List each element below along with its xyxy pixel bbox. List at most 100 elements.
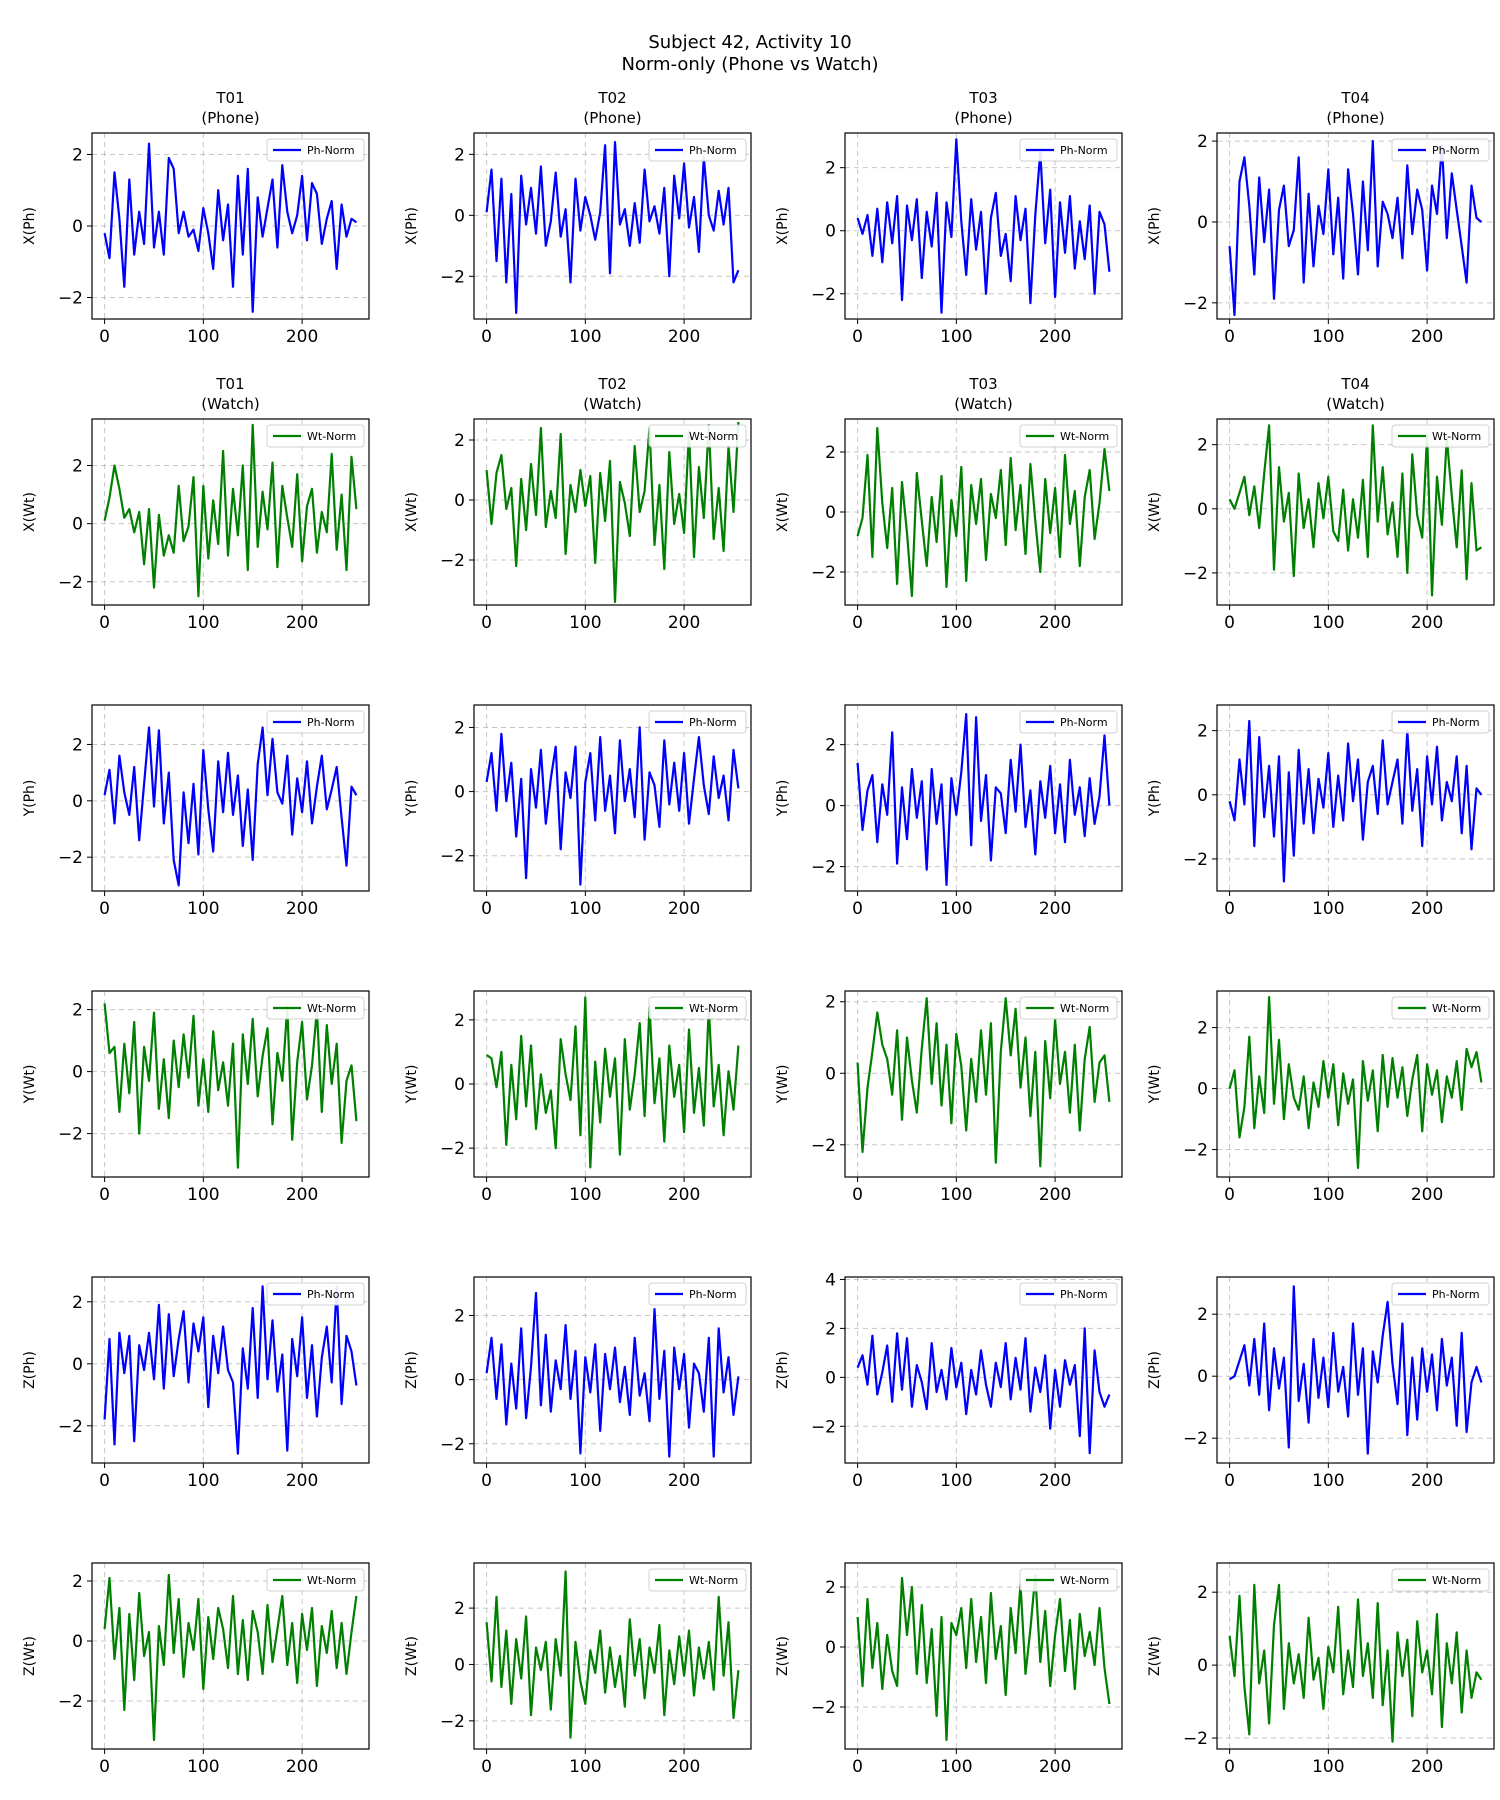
- y-axis-label: Z(Ph): [1147, 1351, 1163, 1389]
- x-tick-label: 200: [286, 1471, 318, 1491]
- series-line: [103, 1003, 358, 1169]
- subplot-title-device: (Phone): [201, 109, 259, 127]
- y-tick-label: 2: [72, 1001, 83, 1021]
- series-line: [1228, 719, 1483, 883]
- legend-box: [266, 424, 365, 448]
- legend-label: Ph-Norm: [1060, 716, 1108, 729]
- axes-frame: [91, 1562, 370, 1750]
- series-line: [1228, 424, 1483, 597]
- y-axis-label: Y(Wt): [1147, 1065, 1163, 1105]
- x-tick-label: 200: [1039, 1185, 1071, 1205]
- x-tick-label: 0: [99, 327, 110, 347]
- legend-label: Ph-Norm: [1432, 1288, 1480, 1301]
- x-tick-label: 200: [1411, 327, 1443, 347]
- series-line: [856, 1573, 1111, 1742]
- y-tick-label: −2: [58, 1692, 83, 1712]
- x-tick-label: 0: [99, 899, 110, 919]
- y-tick-label: −2: [440, 1712, 465, 1732]
- legend-label: Wt-Norm: [1060, 1574, 1109, 1587]
- y-tick-label: 2: [825, 1578, 836, 1598]
- x-tick-label: 100: [569, 1757, 601, 1777]
- x-tick-label: 0: [852, 1471, 863, 1491]
- figure-title-line-2: Norm-only (Phone vs Watch): [621, 54, 879, 75]
- axes-frame: [844, 1562, 1123, 1750]
- legend-box: [266, 138, 365, 162]
- subplot-r1-c0: 0 100 200 −2 0 2 X(Wt) T01 (Watch) Wt-Norm: [22, 375, 370, 633]
- series-line: [856, 138, 1111, 314]
- x-tick-label: 0: [481, 1185, 492, 1205]
- legend-label: Wt-Norm: [689, 1002, 738, 1015]
- legend-label: Ph-Norm: [689, 144, 737, 157]
- legend-label: Wt-Norm: [307, 1574, 356, 1587]
- y-tick-label: 2: [1197, 1305, 1208, 1325]
- x-tick-label: 100: [569, 327, 601, 347]
- x-tick-label: 100: [187, 327, 219, 347]
- x-tick-label: 100: [1312, 613, 1344, 633]
- x-tick-label: 100: [187, 1757, 219, 1777]
- x-tick-label: 100: [940, 327, 972, 347]
- x-tick-label: 200: [1411, 899, 1443, 919]
- series-line: [1228, 140, 1483, 317]
- y-axis-label: Z(Wt): [775, 1636, 791, 1676]
- subplot-r1-c2: 0 100 200 −2 0 2 X(Wt) T03 (Watch) Wt-Norm: [775, 375, 1123, 633]
- x-tick-label: 200: [1039, 1471, 1071, 1491]
- series-line: [485, 1570, 740, 1739]
- x-tick-label: 0: [852, 1185, 863, 1205]
- axes-frame: [91, 418, 370, 606]
- x-tick-label: 100: [187, 613, 219, 633]
- x-tick-label: 200: [668, 1757, 700, 1777]
- y-tick-label: 0: [1197, 213, 1208, 233]
- legend-box: [1391, 1568, 1490, 1592]
- y-tick-label: −2: [58, 848, 83, 868]
- x-tick-label: 200: [286, 1185, 318, 1205]
- x-tick-label: 100: [940, 1471, 972, 1491]
- axes-frame: [91, 1276, 370, 1464]
- legend-box: [1391, 138, 1490, 162]
- y-tick-label: 2: [454, 1306, 465, 1326]
- subplot-r4-c0: 0 100 200 −2 0 2 Z(Ph) Ph-Norm: [22, 1276, 370, 1491]
- y-tick-label: 2: [825, 1319, 836, 1339]
- legend-box: [648, 996, 747, 1020]
- x-tick-label: 0: [1224, 899, 1235, 919]
- x-tick-label: 200: [286, 899, 318, 919]
- subplot-r5-c0: 0 100 200 −2 0 2 Z(Wt) Wt-Norm: [22, 1562, 370, 1777]
- subplot-title-device: (Watch): [1326, 395, 1384, 413]
- series-line: [485, 996, 740, 1169]
- y-tick-label: −2: [58, 573, 83, 593]
- y-tick-label: −2: [811, 1417, 836, 1437]
- y-tick-label: 0: [454, 1075, 465, 1095]
- subplot-title-device: (Phone): [583, 109, 641, 127]
- legend-box: [648, 1568, 747, 1592]
- y-axis-label: Y(Wt): [404, 1065, 420, 1105]
- x-tick-label: 100: [569, 613, 601, 633]
- y-axis-label: X(Wt): [404, 492, 420, 532]
- legend-label: Ph-Norm: [1060, 144, 1108, 157]
- y-axis-label: X(Ph): [775, 207, 791, 245]
- y-axis-label: Z(Ph): [22, 1351, 38, 1389]
- x-tick-label: 0: [852, 327, 863, 347]
- series-line: [485, 726, 740, 886]
- x-tick-label: 200: [668, 1471, 700, 1491]
- y-tick-label: 4: [825, 1270, 836, 1290]
- legend-label: Ph-Norm: [1060, 1288, 1108, 1301]
- subplot-r2-c0: 0 100 200 −2 0 2 Y(Ph) Ph-Norm: [22, 704, 370, 919]
- x-tick-label: 200: [1411, 1185, 1443, 1205]
- y-axis-label: Y(Ph): [1147, 780, 1163, 818]
- y-tick-label: 2: [1197, 722, 1208, 742]
- axes-frame: [844, 990, 1123, 1178]
- x-tick-label: 0: [1224, 613, 1235, 633]
- y-tick-label: −2: [440, 267, 465, 287]
- legend-box: [1391, 710, 1490, 734]
- subplot-title-trial: T01: [215, 89, 244, 107]
- x-tick-label: 0: [481, 613, 492, 633]
- x-tick-label: 0: [481, 327, 492, 347]
- legend-label: Wt-Norm: [1060, 430, 1109, 443]
- legend-label: Ph-Norm: [307, 716, 355, 729]
- series-line: [856, 997, 1111, 1168]
- axes-frame: [473, 418, 752, 606]
- subplot-r1-c3: 0 100 200 −2 0 2 X(Wt) T04 (Watch) Wt-Norm: [1147, 375, 1495, 633]
- axes-frame: [91, 704, 370, 892]
- y-axis-label: Z(Wt): [22, 1636, 38, 1676]
- subplot-r4-c1: 0 100 200 −2 0 2 Z(Ph) Ph-Norm: [404, 1276, 752, 1491]
